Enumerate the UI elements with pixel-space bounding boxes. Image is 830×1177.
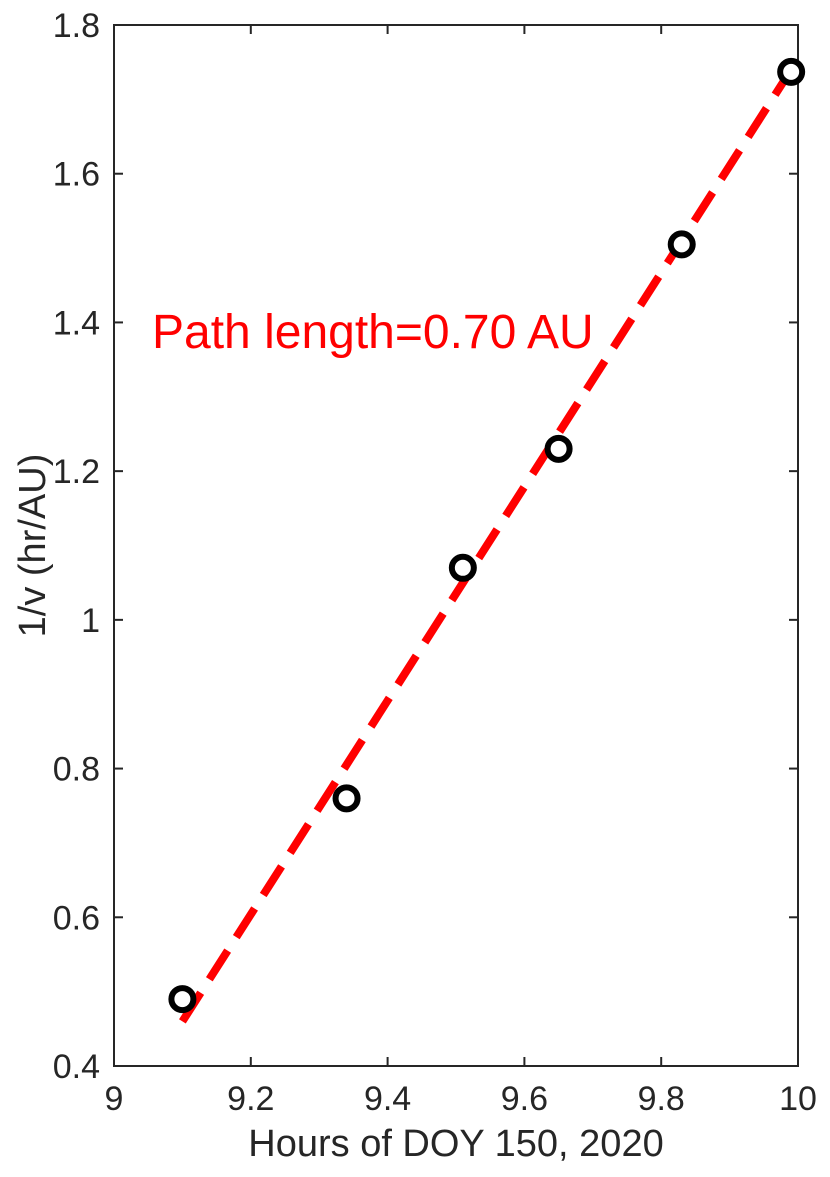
fit-line	[179, 67, 795, 1024]
x-tick-label: 9	[105, 1080, 124, 1118]
y-tick-label: 0.8	[53, 751, 100, 789]
data-point	[448, 553, 477, 582]
data-point	[777, 57, 806, 86]
y-tick-label: 1.4	[53, 304, 100, 342]
x-tick-label: 9.2	[227, 1080, 274, 1118]
y-tick-label: 1	[81, 602, 100, 640]
data-point	[667, 230, 696, 259]
y-tick-label: 1.2	[53, 453, 100, 491]
x-axis-label: Hours of DOY 150, 2020	[248, 1123, 663, 1165]
x-tick-label: 9.6	[501, 1080, 548, 1118]
data-point	[168, 985, 197, 1014]
y-tick-label: 1.8	[53, 7, 100, 45]
data-point	[544, 434, 573, 463]
y-axis-label: 1/v (hr/AU)	[12, 454, 54, 638]
y-tick-label: 0.6	[53, 899, 100, 937]
annotation-path-length: Path length=0.70 AU	[152, 306, 594, 359]
data-point	[332, 784, 361, 813]
y-tick-label: 1.6	[53, 156, 100, 194]
plot-frame	[113, 24, 799, 1067]
x-tick-label: 10	[779, 1080, 817, 1118]
x-tick-label: 9.8	[638, 1080, 685, 1118]
y-tick-label: 0.4	[53, 1048, 100, 1086]
x-tick-label: 9.4	[364, 1080, 411, 1118]
